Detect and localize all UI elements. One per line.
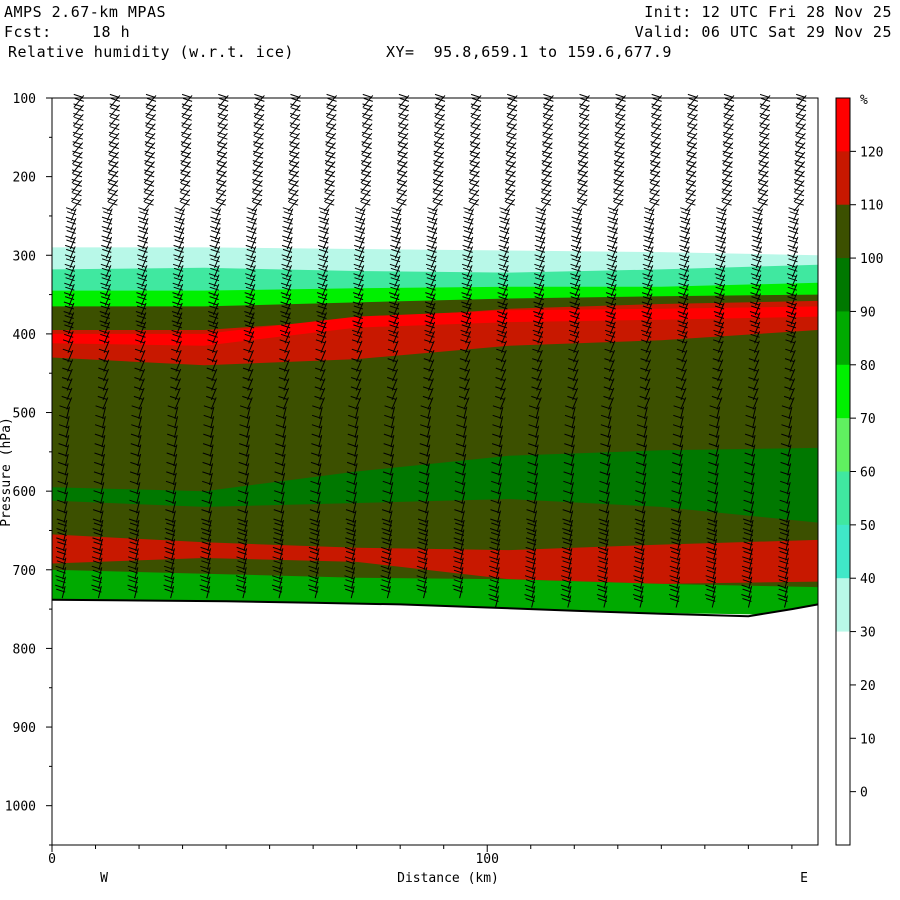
forecast-value: 18 h [92,23,131,41]
init-time: Init: 12 UTC Fri 28 Nov 25 [644,3,892,21]
wind-barb-column [55,93,85,599]
wind-barb-column [705,93,735,608]
y-tick-label: 500 [13,407,36,422]
wind-barb-column [560,93,590,608]
wind-barb-layer [55,93,807,608]
y-tick-label: 200 [13,171,36,186]
y-tick-label: 400 [13,328,36,343]
colorbar-bin [836,738,850,793]
humidity-region-2 [52,282,818,312]
wind-barb-column [777,93,807,608]
colorbar-unit: % [860,93,868,108]
colorbar-label: 40 [860,572,876,587]
y-tick-label: 100 [13,92,36,107]
colorbar-bin [836,418,850,472]
humidity-region-8 [52,569,818,616]
valid-time: Valid: 06 UTC Sat 29 Nov 25 [634,23,892,41]
direction-east: E [800,871,808,886]
colorbar-label: 90 [860,305,876,320]
wind-barb-column [380,93,410,599]
wind-barb-column [344,93,374,599]
humidity-fill-layer [52,247,818,616]
humidity-region-3 [52,294,818,611]
terrain-mask [52,599,818,845]
colorbar-bin [836,204,850,259]
y-tick-label: 1000 [5,800,36,815]
x-tick-label: 100 [475,852,498,867]
wind-barb-column [632,93,663,608]
wind-barb-column [91,93,121,599]
humidity-region-6 [52,447,818,523]
colorbar-label: 80 [860,359,876,374]
wind-barb-column [524,93,554,608]
colorbar-bin [836,98,850,152]
wind-barb-column [416,93,446,599]
wind-barb-column [235,93,265,599]
colorbar-label: 100 [860,252,883,267]
y-tick-label: 700 [13,564,36,579]
wind-barb-column [596,93,626,608]
y-tick-label: 600 [13,485,36,500]
wind-barb-column [741,93,771,608]
humidity-region-7 [52,534,818,584]
direction-west: W [100,871,108,886]
colorbar-label: 30 [860,626,876,641]
terrain-layer [51,598,819,845]
colorbar-bin [836,471,850,526]
xy-range: XY= 95.8,659.1 to 159.6,677.9 [386,43,672,61]
wind-barb-column [668,93,699,608]
model-title: AMPS 2.67-km MPAS [4,3,167,21]
y-axis-title: Pressure (hPa) [0,417,14,527]
y-tick-label: 800 [13,642,36,657]
wind-barb-column [199,93,229,599]
wind-barb-column [488,93,518,608]
humidity-region-5 [52,306,818,346]
plot-frame [51,97,819,846]
colorbar-label: 50 [860,519,876,534]
colorbar-bin [836,791,850,846]
colorbar-label: 20 [860,679,876,694]
terrain-line [51,598,819,618]
colorbar-label: 10 [860,732,876,747]
wind-barb-column [452,93,482,599]
wind-barb-column [163,93,193,599]
colorbar-label: 70 [860,412,876,427]
colorbar-bin [836,684,850,739]
y-tick-label: 900 [13,721,36,736]
colorbar-bin [836,151,850,206]
y-tick-label: 300 [13,249,36,264]
axis-layer: 100 200 300 400 500 600 700 800 900 1000 0 100 [5,92,793,867]
wind-barb-column [127,93,157,599]
wind-barb-column [271,93,301,599]
field-name: Relative humidity (w.r.t. ice) [8,43,294,61]
colorbar-bin [836,258,850,312]
colorbar-bin [836,311,850,366]
colorbar-bin [836,524,850,579]
x-axis-title: Distance (km) [397,871,499,886]
colorbar-bin [836,631,850,686]
colorbar-label: 60 [860,466,876,481]
colorbar-label: 110 [860,199,883,214]
colorbar-bin [836,364,850,419]
colorbar-label: 120 [860,145,883,160]
colorbar-bin [836,578,850,633]
wind-barb-column [307,93,337,599]
forecast-label: Fcst: [4,23,52,41]
colorbar-label: 0 [860,786,868,801]
x-tick-label: 0 [48,852,56,867]
